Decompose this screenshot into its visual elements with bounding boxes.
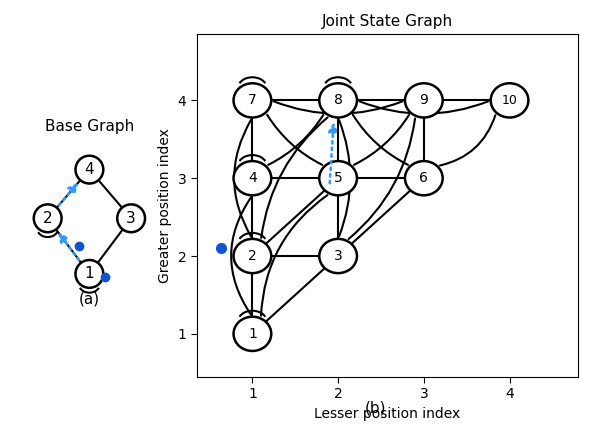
Circle shape [234, 239, 271, 273]
Circle shape [234, 161, 271, 195]
Text: 6: 6 [420, 171, 429, 185]
Text: 8: 8 [334, 93, 343, 107]
Circle shape [319, 83, 357, 118]
Circle shape [405, 83, 443, 118]
Circle shape [234, 83, 271, 118]
Circle shape [34, 205, 61, 232]
Text: 4: 4 [85, 162, 94, 177]
Circle shape [319, 161, 357, 195]
Text: 3: 3 [126, 211, 136, 226]
Title: Base Graph: Base Graph [45, 119, 134, 134]
Text: 7: 7 [248, 93, 257, 107]
Text: 10: 10 [502, 94, 517, 107]
Title: Joint State Graph: Joint State Graph [322, 14, 453, 29]
Text: 4: 4 [248, 171, 257, 185]
Circle shape [234, 317, 271, 351]
Text: 9: 9 [420, 93, 429, 107]
Circle shape [117, 205, 145, 232]
Text: (b): (b) [365, 400, 386, 415]
Circle shape [76, 156, 103, 184]
Circle shape [76, 260, 103, 288]
Text: 1: 1 [248, 327, 257, 341]
Y-axis label: Greater position index: Greater position index [158, 128, 172, 283]
Text: 1: 1 [85, 266, 94, 281]
Text: 2: 2 [43, 211, 52, 226]
Text: 5: 5 [334, 171, 343, 185]
Circle shape [491, 83, 529, 118]
Text: 2: 2 [248, 249, 257, 263]
Text: 3: 3 [334, 249, 343, 263]
Circle shape [405, 161, 443, 195]
X-axis label: Lesser position index: Lesser position index [314, 407, 461, 421]
Text: (a): (a) [79, 292, 100, 307]
Circle shape [319, 239, 357, 273]
